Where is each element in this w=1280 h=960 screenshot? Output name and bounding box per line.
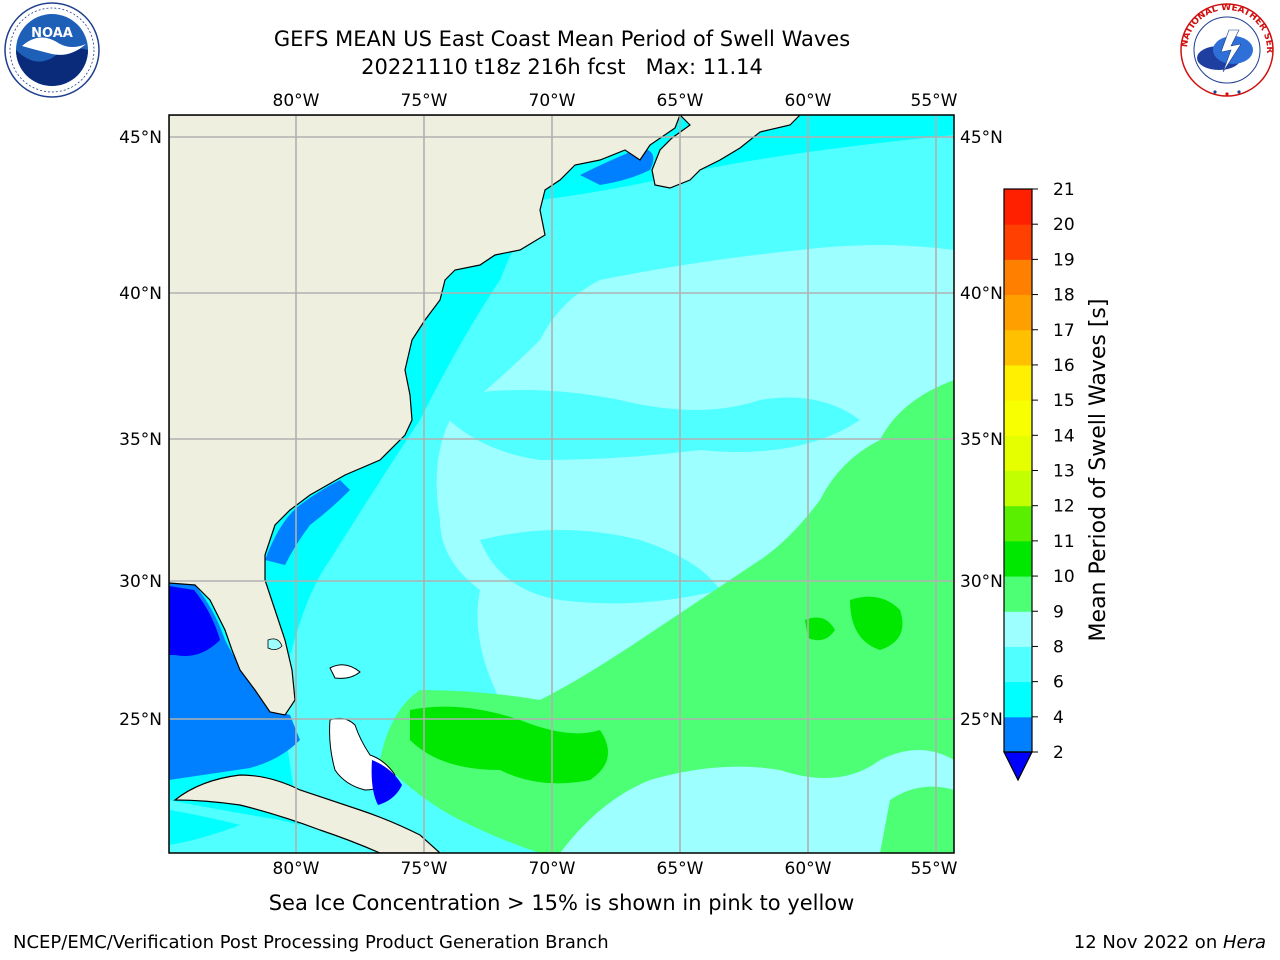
colorbar: 2 4 6 8 9 10 11 12 13 14 15 16 17 18 19 20 21 xyxy=(1003,180,1075,782)
colorbar-segment xyxy=(1004,505,1032,542)
map-gridlines xyxy=(169,115,954,853)
swell-band-6-8-patch-2 xyxy=(480,530,720,604)
lat-tick-left-40n: 40°N xyxy=(119,284,162,304)
lon-tick-top-80w: 80°W xyxy=(273,91,320,111)
caribbean-band-6-8 xyxy=(169,800,380,853)
footer-branch: NCEP/EMC/Verification Post Processing Pr… xyxy=(13,932,609,953)
lat-tick-right-35n: 35°N xyxy=(960,430,1003,450)
colorbar-tick-label: 20 xyxy=(1053,215,1075,235)
lat-tick-right-40n: 40°N xyxy=(960,284,1003,304)
colorbar-segment xyxy=(1004,470,1032,507)
noaa-logo-text: NOAA xyxy=(31,26,73,41)
map-plot-area xyxy=(169,115,954,853)
land-cuba xyxy=(173,774,441,853)
lat-tick-left-35n: 35°N xyxy=(119,430,162,450)
lat-ticks-left: 45°N 40°N 35°N 30°N 25°N xyxy=(119,128,162,730)
colorbar-tick-label: 14 xyxy=(1053,426,1075,446)
colorbar-tick-label: 12 xyxy=(1053,497,1075,517)
swell-band-10-11-patch-2 xyxy=(805,617,835,641)
land-maritime-canada xyxy=(651,115,801,189)
lon-ticks-bottom: 80°W 75°W 70°W 65°W 60°W 55°W xyxy=(273,859,958,879)
colorbar-tick-label: 4 xyxy=(1053,708,1064,728)
lake-okeechobee xyxy=(267,638,283,650)
lon-tick-bottom-75w: 75°W xyxy=(401,859,448,879)
swell-band-10-11 xyxy=(410,706,608,784)
sea-ice-note: Sea Ice Concentration > 15% is shown in … xyxy=(268,891,855,915)
footer-date: 12 Nov 2022 on Hera xyxy=(1074,932,1266,953)
colorbar-segment xyxy=(1004,646,1032,683)
colorbar-tick-label: 2 xyxy=(1053,743,1064,763)
colorbar-label: Mean Period of Swell Waves [s] xyxy=(1086,299,1111,642)
colorbar-tick-label: 13 xyxy=(1053,462,1075,482)
colorbar-tick-label: 15 xyxy=(1053,391,1075,411)
bahamas-band-below-2 xyxy=(371,760,402,805)
footer-host: Hera xyxy=(1222,932,1266,953)
colorbar-segment xyxy=(1004,294,1032,331)
colorbar-tick-label: 9 xyxy=(1053,602,1064,622)
lat-tick-right-45n: 45°N xyxy=(960,128,1003,148)
lon-tick-top-70w: 70°W xyxy=(529,91,576,111)
colorbar-segment xyxy=(1004,364,1032,401)
footer-date-text: 12 Nov 2022 on xyxy=(1073,932,1223,953)
colorbar-segment xyxy=(1004,400,1032,436)
lat-tick-left-25n: 25°N xyxy=(119,710,162,730)
map-frame xyxy=(168,114,955,854)
lat-ticks-right: 45°N 40°N 35°N 30°N 25°N xyxy=(960,128,1003,730)
colorbar-tick-label: 16 xyxy=(1053,356,1075,376)
swell-band-6-8-patch xyxy=(430,390,860,460)
colorbar-extend-triangle xyxy=(1003,751,1033,782)
colorbar-tick-label: 19 xyxy=(1053,250,1075,270)
colorbar-tick-label: 11 xyxy=(1053,532,1075,552)
lon-tick-top-60w: 60°W xyxy=(785,91,832,111)
lon-tick-top-65w: 65°W xyxy=(657,91,704,111)
lon-tick-top-75w: 75°W xyxy=(401,91,448,111)
lon-tick-top-55w: 55°W xyxy=(911,91,958,111)
colorbar-segment xyxy=(1004,329,1032,366)
colorbar-segment xyxy=(1004,716,1032,753)
lon-tick-bottom-55w: 55°W xyxy=(911,859,958,879)
colorbar-segment xyxy=(1004,611,1032,647)
colorbar-tick-label: 17 xyxy=(1053,321,1075,341)
lat-tick-left-45n: 45°N xyxy=(119,128,162,148)
colorbar-segment xyxy=(1004,435,1032,471)
colorbar-tick-label: 21 xyxy=(1053,180,1075,200)
colorbar-segment xyxy=(1004,540,1032,577)
colorbar-tick-label: 18 xyxy=(1053,286,1075,306)
lat-tick-right-25n: 25°N xyxy=(960,710,1003,730)
colorbar-tick-label: 10 xyxy=(1053,567,1075,587)
swell-band-10-11-patch xyxy=(850,596,903,650)
colorbar-tick-label: 8 xyxy=(1053,637,1064,657)
lat-tick-left-30n: 30°N xyxy=(119,572,162,592)
run-label: 20221110 t18z 216h fcst xyxy=(361,55,626,79)
lon-tick-bottom-80w: 80°W xyxy=(273,859,320,879)
bahamas-no-data-north xyxy=(329,664,361,679)
colorbar-segment xyxy=(1004,576,1032,612)
chart-subtitle: 20221110 t18z 216h fcst Max: 11.14 xyxy=(0,55,1124,79)
colorbar-segment xyxy=(1004,259,1032,296)
lon-ticks-top: 80°W 75°W 70°W 65°W 60°W 55°W xyxy=(273,91,958,111)
lon-tick-bottom-60w: 60°W xyxy=(785,859,832,879)
nws-logo: NATIONAL WEATHER SERVICE xyxy=(1175,0,1274,97)
colorbar-segment xyxy=(1004,224,1032,260)
gulf-band-below-2 xyxy=(169,586,220,656)
noaa-logo: NOAA xyxy=(4,2,100,98)
chart-title: GEFS MEAN US East Coast Mean Period of S… xyxy=(273,27,851,51)
coastal-band-2-4-se xyxy=(265,480,350,565)
max-label: Max: 11.14 xyxy=(645,55,763,79)
lon-tick-bottom-70w: 70°W xyxy=(529,859,576,879)
colorbar-segment xyxy=(1004,189,1032,225)
swell-band-9-10-patch xyxy=(560,750,954,853)
colorbar-segment xyxy=(1004,681,1032,718)
lat-tick-right-30n: 30°N xyxy=(960,572,1003,592)
caribbean-band-4-6 xyxy=(169,810,240,845)
lon-tick-bottom-65w: 65°W xyxy=(657,859,704,879)
colorbar-tick-label: 6 xyxy=(1053,673,1064,693)
